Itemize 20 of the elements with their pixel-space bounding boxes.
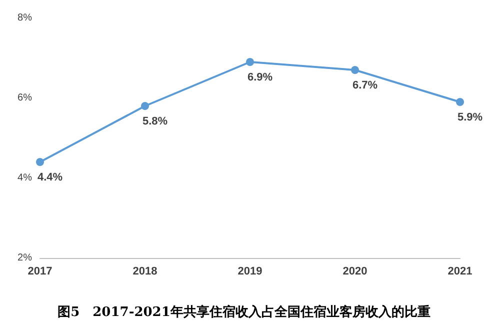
y-tick-label: 4% xyxy=(18,172,32,184)
y-tick-label: 8% xyxy=(18,12,32,24)
data-label: 5.8% xyxy=(142,116,168,128)
y-tick-label: 6% xyxy=(18,92,32,104)
point xyxy=(36,158,44,166)
point xyxy=(351,66,359,74)
x-tick-label: 2019 xyxy=(238,266,262,278)
data-label: 6.9% xyxy=(247,72,273,84)
y-tick-label: 2% xyxy=(18,252,32,264)
data-label: 4.4% xyxy=(37,172,63,184)
data-label: 6.7% xyxy=(352,80,378,92)
x-tick-label: 2018 xyxy=(132,266,158,278)
x-tick-label: 2020 xyxy=(342,266,368,278)
point xyxy=(456,98,464,106)
point xyxy=(246,58,254,66)
x-tick-label: 2017 xyxy=(28,266,52,278)
text: 图5 2017-2021年共享住宿收入占全国住宿业客房收入的比重 xyxy=(58,304,430,320)
data-label: 5.9% xyxy=(457,112,483,124)
point xyxy=(141,102,149,110)
x-tick-label: 2021 xyxy=(448,266,472,278)
